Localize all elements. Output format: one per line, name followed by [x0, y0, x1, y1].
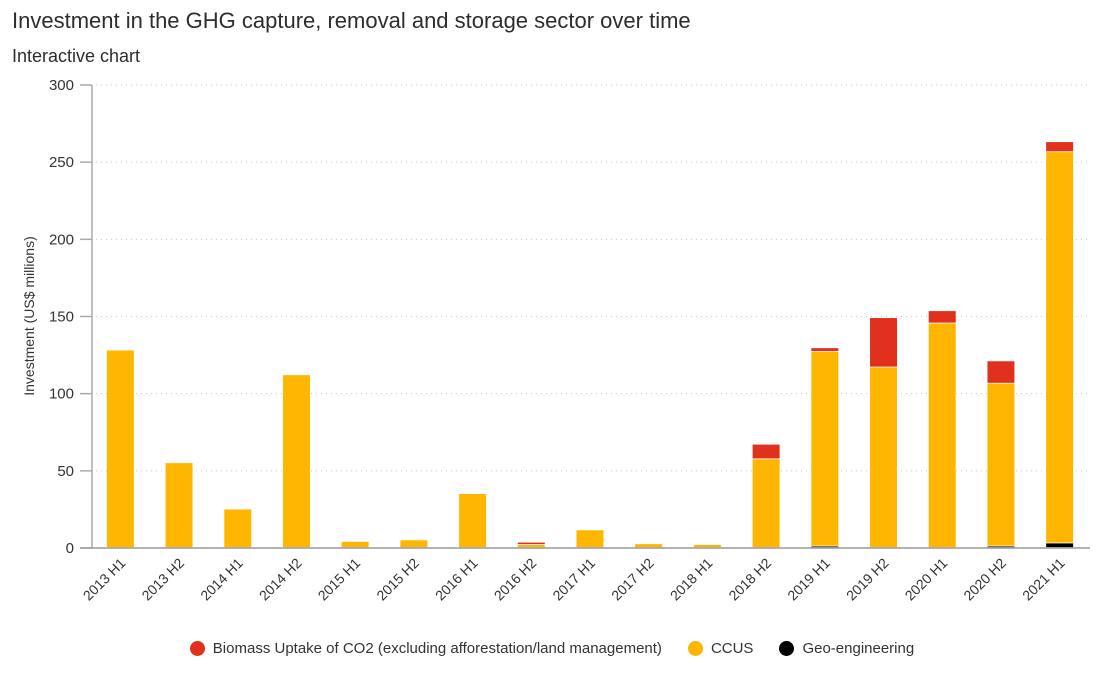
legend-item[interactable]: Geo-engineering	[779, 640, 914, 657]
bar-segment-ccus[interactable]	[341, 541, 369, 548]
bar-segment-ccus[interactable]	[576, 530, 604, 548]
bar-segment-ccus[interactable]	[400, 540, 428, 548]
bar-segment-ccus[interactable]	[752, 459, 780, 548]
bar-segment-biomass[interactable]	[752, 444, 780, 459]
bars	[106, 142, 1074, 548]
y-tick-label: 250	[49, 154, 74, 171]
y-tick-label: 200	[49, 231, 74, 248]
bar-segment-ccus[interactable]	[1046, 152, 1074, 543]
legend-item[interactable]: CCUS	[687, 640, 754, 657]
bar-segment-biomass[interactable]	[517, 542, 545, 545]
legend-swatch-icon	[189, 641, 205, 656]
bar-segment-biomass[interactable]	[811, 348, 839, 352]
x-tick-label: 2017 H2	[608, 555, 657, 604]
x-tick-label: 2014 H1	[197, 555, 246, 604]
legend-item[interactable]: Biomass Uptake of CO2 (excluding affores…	[189, 640, 662, 657]
x-tick-label: 2019 H2	[843, 555, 892, 604]
x-tick-label: 2019 H1	[784, 555, 833, 604]
bar-segment-biomass[interactable]	[928, 311, 956, 323]
bar-segment-ccus[interactable]	[693, 544, 721, 548]
x-tick-label: 2015 H2	[373, 555, 422, 604]
bar-segment-biomass[interactable]	[987, 361, 1015, 383]
x-tick-label: 2014 H2	[256, 555, 305, 604]
legend-swatch-icon	[779, 641, 795, 656]
bar-segment-ccus[interactable]	[870, 367, 898, 548]
bar-segment-ccus[interactable]	[224, 509, 252, 548]
legend-label: CCUS	[710, 640, 754, 657]
x-tick-label: 2016 H1	[432, 555, 481, 604]
y-axis-title: Investment (US$ millions)	[21, 236, 37, 396]
bar-segment-biomass[interactable]	[1046, 142, 1074, 152]
legend-label: Biomass Uptake of CO2 (excluding affores…	[212, 640, 662, 657]
bar-segment-ccus[interactable]	[928, 323, 956, 548]
x-tick-label: 2016 H2	[491, 555, 540, 604]
bar-segment-ccus[interactable]	[517, 544, 545, 548]
y-tick-label: 150	[49, 309, 74, 326]
x-tick-label: 2020 H2	[960, 555, 1009, 604]
bar-segment-ccus[interactable]	[459, 493, 487, 548]
x-tick-label: 2015 H1	[315, 555, 364, 604]
x-tick-label: 2021 H1	[1019, 555, 1068, 604]
bar-segment-geo-engineering[interactable]	[1046, 543, 1074, 548]
stacked-bar-chart: 0 50 100 150 200 250 300 2013 H1 2013 H2 2014 H1…	[21, 77, 1090, 604]
x-tick-label: 2013 H1	[80, 555, 129, 604]
bar-segment-ccus[interactable]	[635, 544, 663, 548]
y-axis: 0 50 100 150 200 250 300	[49, 77, 93, 557]
x-axis: 2013 H1 2013 H2 2014 H1 2014 H2 2015 H1 2015 …	[80, 547, 1090, 604]
y-tick-label: 50	[57, 463, 74, 480]
x-tick-label: 2018 H2	[725, 555, 774, 604]
chart-title: Investment in the GHG capture, removal a…	[12, 8, 691, 33]
legend: Biomass Uptake of CO2 (excluding affores…	[0, 640, 1104, 657]
x-tick-label: 2018 H1	[667, 555, 716, 604]
y-tick-label: 0	[66, 540, 74, 557]
chart-subtitle: Interactive chart	[12, 46, 141, 66]
y-tick-label: 300	[49, 77, 74, 94]
bar-segment-ccus[interactable]	[811, 351, 839, 546]
gridlines	[96, 84, 1090, 472]
bar-segment-ccus[interactable]	[282, 375, 310, 548]
bar-segment-ccus[interactable]	[987, 383, 1015, 546]
x-tick-label: 2020 H1	[902, 555, 951, 604]
bar-segment-ccus[interactable]	[106, 350, 134, 548]
x-tick-label: 2017 H1	[549, 555, 598, 604]
legend-label: Geo-engineering	[802, 640, 915, 657]
bar-segment-biomass[interactable]	[870, 318, 898, 367]
bar-segment-geo-engineering[interactable]	[987, 546, 1015, 548]
legend-swatch-icon	[687, 641, 703, 656]
y-tick-label: 100	[49, 386, 74, 403]
bar-segment-ccus[interactable]	[165, 463, 193, 548]
x-tick-label: 2013 H2	[138, 555, 187, 604]
bar-segment-geo-engineering[interactable]	[811, 546, 839, 548]
